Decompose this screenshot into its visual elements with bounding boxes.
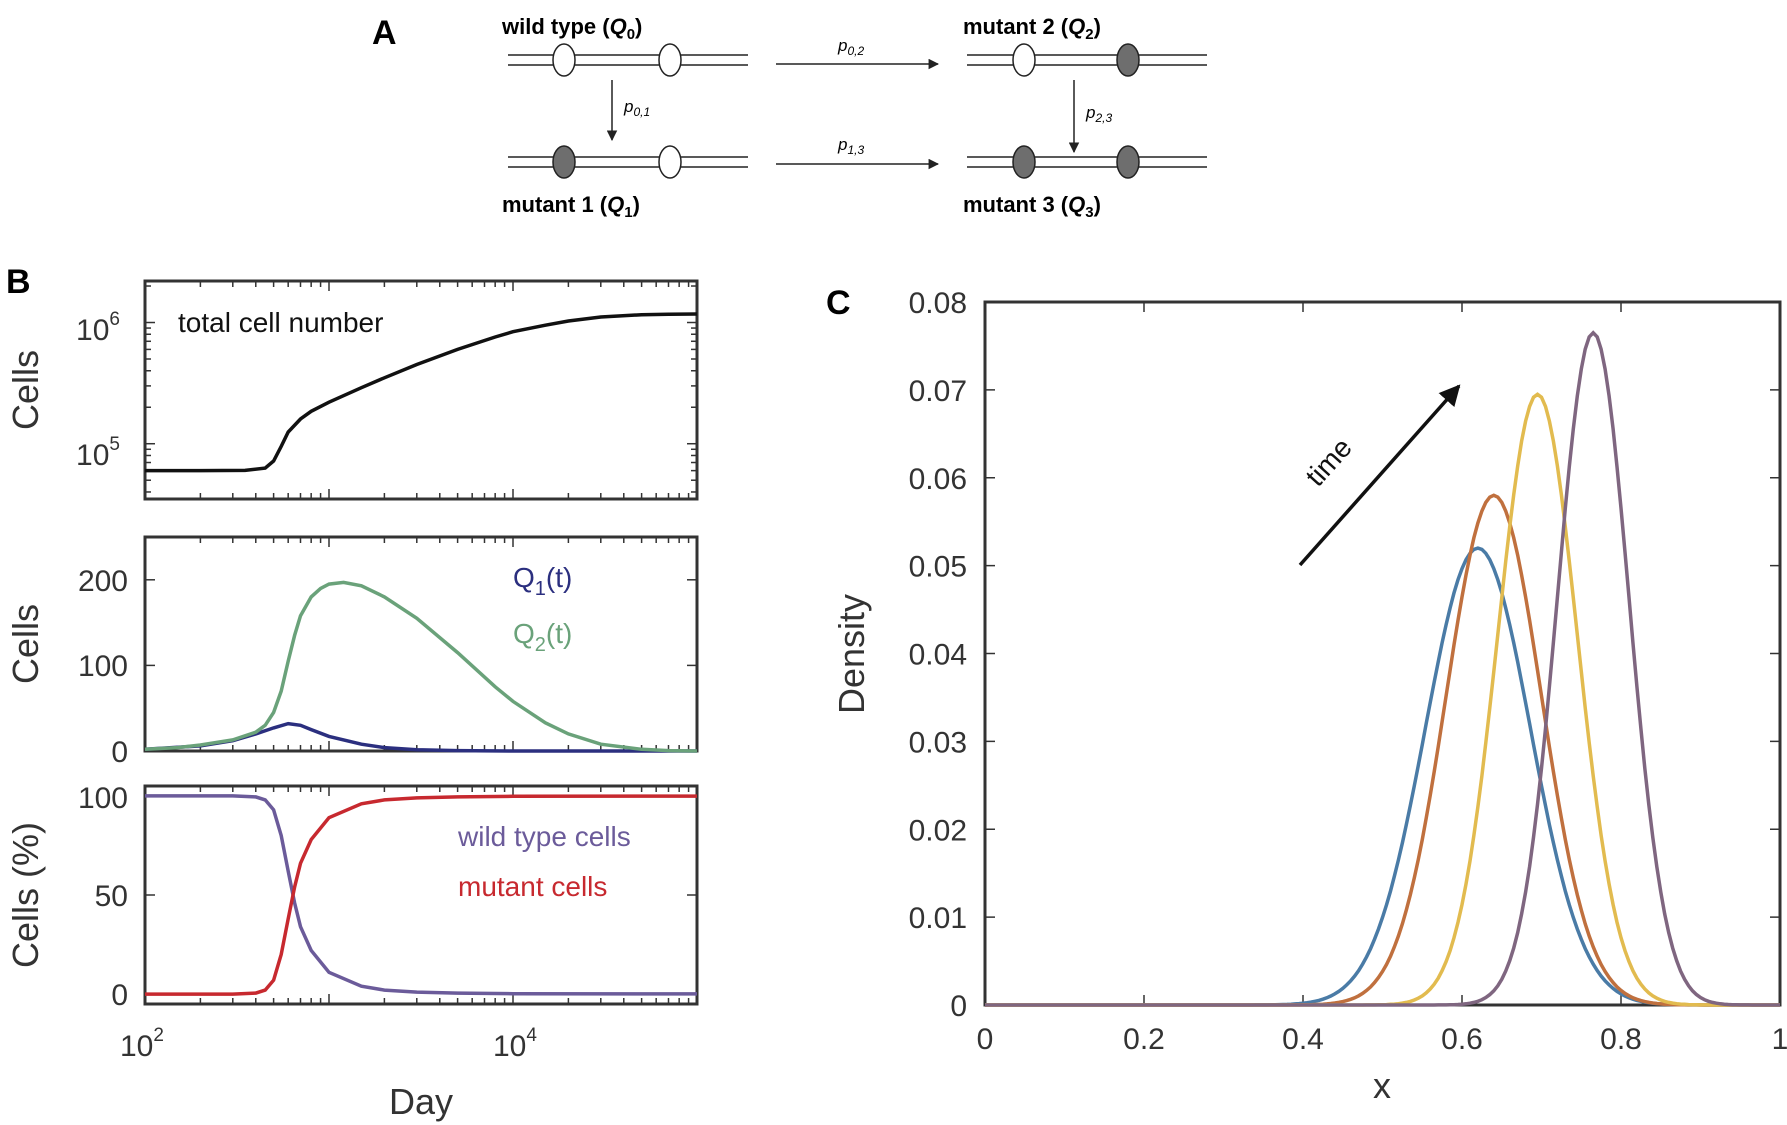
node-label-q1: mutant 1 (Q1)	[502, 192, 640, 221]
y-tick-label: 0.01	[909, 902, 967, 935]
plot-frame	[143, 535, 699, 753]
x-tick-label: 102	[120, 1025, 164, 1063]
chart-b1: Cells 106 105 total cell number	[5, 279, 699, 501]
chart-b2: Cells 200 100 0 Q1(t) Q2(t)	[5, 535, 699, 769]
legend-mutant: mutant cells	[458, 871, 607, 902]
locus-2-mutated	[1116, 43, 1140, 77]
locus-1-wild	[1012, 43, 1036, 77]
locus-1-mutated	[1012, 145, 1036, 179]
series-wild-type	[145, 794, 698, 996]
chart-b3: Cells (%) 100 50 0 102 104 Day wild type…	[5, 782, 699, 1122]
y-tick-label: 0.02	[909, 814, 967, 847]
x-tick-label: 104	[493, 1025, 537, 1063]
y-tick-label: 0	[950, 990, 967, 1023]
y-tick-label: 0.05	[909, 551, 967, 584]
rate-p23: p2,3	[1085, 103, 1112, 125]
series-total-cells	[145, 312, 698, 473]
x-tick-labels: 0 0.2 0.4 0.6 0.8 1	[977, 1023, 1787, 1056]
density-curves	[985, 330, 1780, 1007]
locus-1-wild	[552, 43, 576, 77]
y-tick-label: 200	[78, 565, 128, 598]
panel-letter-a: A	[372, 14, 397, 52]
x-tick-label: 0.8	[1600, 1023, 1642, 1056]
panel-letter-c: C	[826, 284, 851, 322]
annotation-total-cell-number: total cell number	[178, 307, 383, 338]
legend-q1: Q1(t)	[513, 562, 572, 600]
locus-1-mutated	[552, 145, 576, 179]
y-tick-label: 50	[95, 880, 128, 913]
series-mutant	[145, 794, 698, 996]
density-curve-t4	[985, 330, 1780, 1007]
y-tick-label: 100	[78, 650, 128, 683]
locus-2-wild	[658, 145, 682, 179]
x-tick-label: 0	[977, 1023, 994, 1056]
x-tick-label: 0.2	[1123, 1023, 1165, 1056]
locus-2-wild	[658, 43, 682, 77]
node-label-q0: wild type (Q0)	[501, 14, 642, 43]
y-tick-label: 100	[78, 782, 128, 815]
node-label-q2: mutant 2 (Q2)	[963, 14, 1101, 43]
node-mutant-3: mutant 3 (Q3)	[963, 145, 1207, 221]
diagram: wild type (Q0) mutant 2 (Q2) mutant 1 (Q…	[501, 14, 1207, 221]
chart-c: 0 0.01 0.02 0.03 0.04 0.05 0.06 0.07 0.08 0 0.2 0.…	[831, 287, 1787, 1106]
node-wild-type: wild type (Q0)	[501, 14, 748, 77]
series-q2	[144, 580, 698, 753]
x-tick-label: 1	[1772, 1023, 1787, 1056]
legend-q2: Q2(t)	[513, 618, 572, 656]
y-axis-label: Density	[831, 594, 872, 714]
y-tick-labels: 0 0.01 0.02 0.03 0.04 0.05 0.06 0.07 0.08	[909, 287, 967, 1023]
y-tick-label: 0	[111, 979, 128, 1012]
x-axis-label: Day	[389, 1081, 453, 1122]
plot-frame	[983, 300, 1782, 1007]
rate-p13: p1,3	[837, 135, 864, 157]
y-tick-label: 0.04	[909, 639, 967, 672]
node-mutant-2: mutant 2 (Q2)	[963, 14, 1207, 77]
y-tick-label: 0.07	[909, 375, 967, 408]
y-tick-label: 0	[111, 736, 128, 769]
y-tick-label: 105	[76, 434, 120, 472]
x-tick-label: 0.4	[1282, 1023, 1324, 1056]
rate-p01: p0,1	[623, 97, 650, 119]
node-label-q3: mutant 3 (Q3)	[963, 192, 1101, 221]
node-mutant-1: mutant 1 (Q1)	[502, 145, 748, 221]
y-axis-label: Cells (%)	[5, 822, 46, 968]
y-tick-label: 0.03	[909, 726, 967, 759]
legend-wild-type: wild type cells	[457, 821, 631, 852]
tick-marks	[144, 786, 697, 1004]
x-axis-label: x	[1373, 1065, 1391, 1106]
time-arrow	[1298, 384, 1461, 567]
tick-marks	[984, 301, 1781, 1006]
rate-p02: p0,2	[837, 36, 864, 58]
plot-frame	[143, 784, 699, 1006]
y-tick-label: 0.06	[909, 463, 967, 496]
panel-letter-b: B	[6, 263, 31, 301]
x-tick-label: 0.6	[1441, 1023, 1483, 1056]
y-tick-label: 0.08	[909, 287, 967, 320]
y-axis-label: Cells	[5, 604, 46, 684]
y-axis-label: Cells	[5, 350, 46, 430]
y-tick-label: 106	[76, 309, 120, 347]
locus-2-mutated	[1116, 145, 1140, 179]
